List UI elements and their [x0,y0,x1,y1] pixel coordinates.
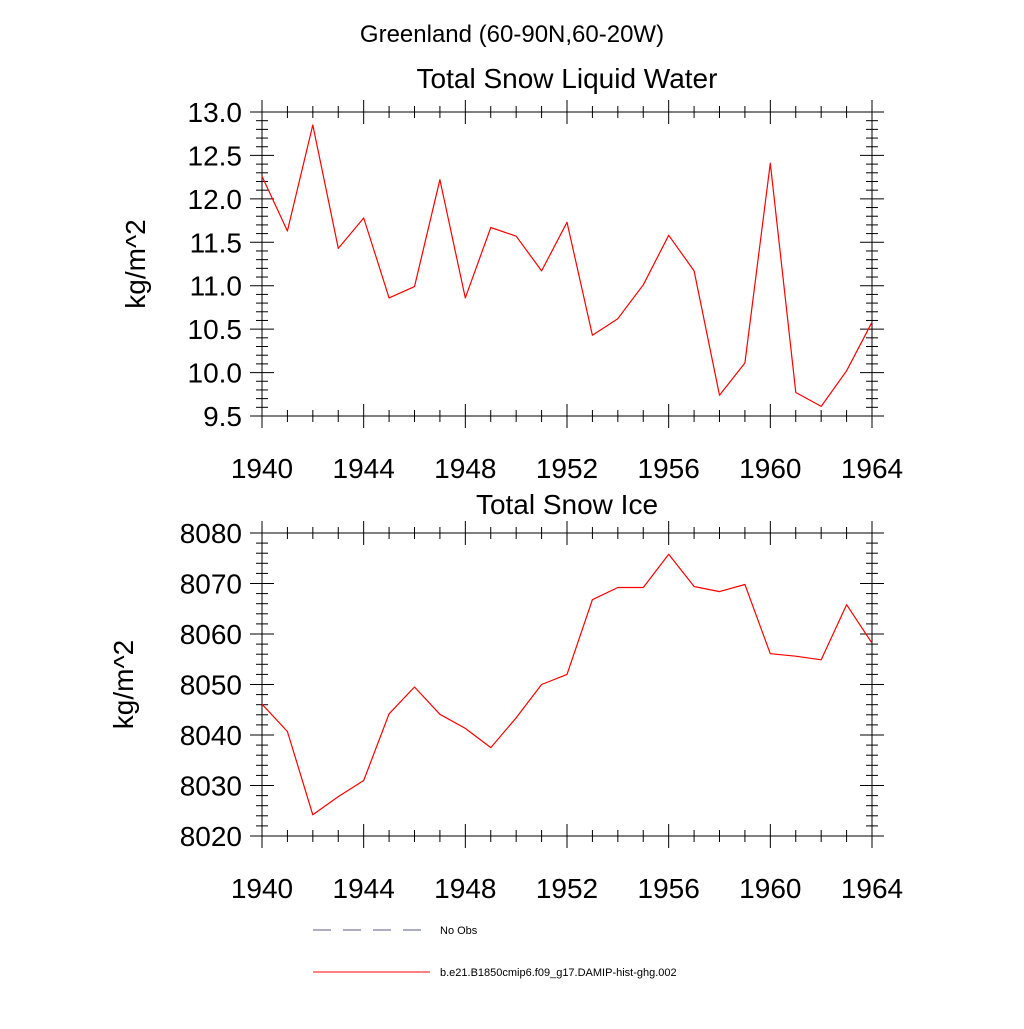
page-title: Greenland (60-90N,60-20W) [360,21,664,48]
chart-snow-ice: Total Snow Ice kg/m^2 8020 8030 8040 8050 8060… [108,489,903,904]
y-tick-label: 8040 [180,720,242,751]
y-tick-label: 12.5 [188,140,243,171]
y-axis-label-snow-ice: kg/m^2 [108,640,139,729]
y-tick-label: 8060 [180,619,242,650]
y-tick-label: 11.5 [190,227,242,258]
x-tick-label: 1944 [333,873,395,904]
legend-label-no-obs: No Obs [440,925,478,937]
x-tick-label: 1948 [434,453,496,484]
chart-liquid-water: Total Snow Liquid Water kg/m^2 9.5 10.0 10.5… [120,63,903,484]
x-tick-label: 1952 [536,873,598,904]
legend-label-model-run: b.e21.B1850cmip6.f09_g17.DAMIP-hist-ghg.… [440,967,677,979]
plot-frame-snow-ice [261,532,873,837]
x-tick-label: 1940 [231,873,293,904]
y-tick-label: 8080 [180,518,242,549]
series-line-snow-ice [261,553,873,816]
x-tick-label: 1960 [739,873,801,904]
x-tick-label: 1960 [739,453,801,484]
x-tick-label: 1944 [333,453,395,484]
plot-frame-liquid-water [261,111,873,417]
chart-title-snow-ice: Total Snow Ice [476,489,658,520]
y-tick-label: 8030 [180,771,242,802]
y-tick-label: 11.0 [190,271,242,302]
y-tick-label: 12.0 [188,184,243,215]
legend: No Obs b.e21.B1850cmip6.f09_g17.DAMIP-hi… [313,925,677,979]
chart-title-liquid-water: Total Snow Liquid Water [417,63,718,94]
y-tick-label: 8050 [180,670,242,701]
x-tick-label: 1956 [638,873,700,904]
x-tick-label: 1956 [638,453,700,484]
x-tick-label: 1964 [841,453,903,484]
x-tick-label: 1948 [434,873,496,904]
y-tick-label: 8020 [180,821,242,852]
y-tick-label: 13.0 [188,97,243,128]
y-tick-label: 10.0 [188,358,243,389]
x-tick-label: 1964 [841,873,903,904]
series-line-liquid-water [261,124,873,407]
y-axis-label-liquid-water: kg/m^2 [120,219,151,308]
x-tick-label: 1952 [536,453,598,484]
y-tick-label: 8070 [180,569,242,600]
y-tick-label: 9.5 [203,401,242,432]
x-tick-label: 1940 [231,453,293,484]
y-tick-label: 10.5 [188,314,243,345]
